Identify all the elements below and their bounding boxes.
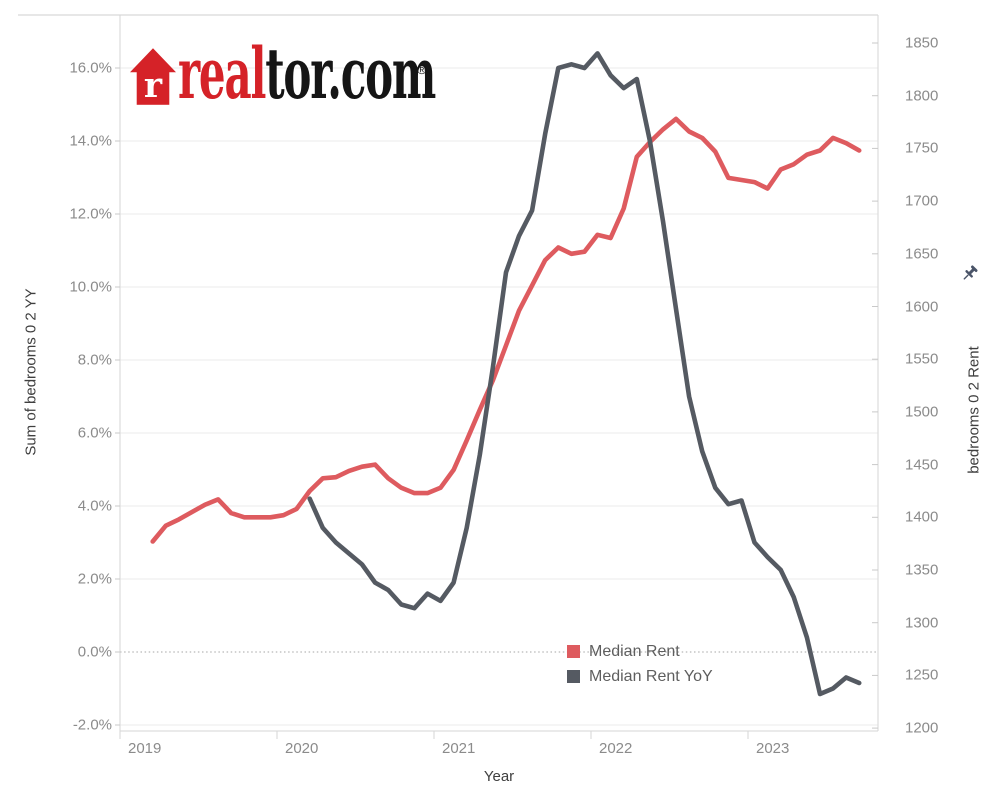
right-axis-title: bedrooms 0 2 Rent (965, 346, 983, 474)
right-axis-tick-label: 1600 (905, 298, 939, 315)
x-axis-title: Year (483, 768, 515, 785)
right-axis-tick-label: 1550 (905, 350, 939, 368)
right-axis-tick-label: 1400 (905, 508, 939, 526)
right-axis-tick-label: 1800 (905, 87, 939, 105)
left-axis-tick-label: 14.0% (69, 132, 112, 150)
x-axis-year-label: 2019 (128, 740, 162, 757)
right-axis-tick-label: 1850 (905, 34, 939, 52)
left-axis-tick-label: 6.0% (77, 424, 112, 442)
left-axis-tick-label: 2.0% (77, 570, 112, 588)
logo-text-torcom: tor.com (265, 32, 436, 115)
legend-label: Median Rent (589, 642, 680, 660)
right-axis-tick-label: 1250 (905, 666, 939, 684)
left-axis-tick-label: 10.0% (69, 278, 112, 296)
left-axis-tick-label: 8.0% (77, 351, 112, 369)
left-axis-tick-label: 4.0% (77, 497, 112, 515)
legend-label: Median Rent YoY (589, 667, 713, 685)
x-axis-year-label: 2021 (442, 740, 476, 757)
median-rent-yoy-swatch (567, 670, 580, 683)
axis-pin-icon[interactable] (960, 264, 982, 286)
realtor-house-icon: r (130, 48, 176, 106)
chart-legend: Median Rent Median Rent YoY (567, 639, 713, 689)
logo-text-real: real (178, 32, 266, 115)
house-letter-r: r (144, 66, 163, 106)
legend-item-median-rent-yoy[interactable]: Median Rent YoY (567, 664, 713, 689)
legend-item-median-rent[interactable]: Median Rent (567, 639, 713, 664)
left-axis-tick-label: 0.0% (77, 643, 112, 661)
right-axis-tick-label: 1650 (905, 245, 939, 263)
x-axis-year-label: 2020 (285, 740, 319, 757)
left-axis-tick-label: 16.0% (69, 59, 112, 77)
median-rent-swatch (567, 645, 580, 658)
left-axis-title: Sum of bedrooms 0 2 YY (22, 288, 40, 456)
right-axis-tick-label: 1200 (905, 719, 939, 737)
x-axis-year-label: 2023 (756, 740, 790, 757)
left-axis-tick-label: -2.0% (72, 716, 112, 734)
series-line-median-rent[interactable] (150, 116, 862, 544)
series-line-median-rent-yoy[interactable] (307, 51, 862, 697)
right-axis-tick-label: 1350 (905, 561, 939, 579)
right-axis-tick-label: 1750 (905, 139, 939, 157)
left-axis-tick-label: 12.0% (69, 205, 112, 223)
registered-trademark-symbol: ® (417, 62, 427, 77)
right-axis-tick-label: 1450 (905, 456, 939, 474)
realtor-logo-text: realtor.com (178, 38, 436, 110)
right-axis-tick-label: 1500 (905, 403, 939, 421)
x-axis-year-label: 2022 (599, 740, 633, 757)
right-axis-tick-label: 1700 (905, 192, 939, 210)
right-axis-tick-label: 1300 (905, 614, 939, 632)
